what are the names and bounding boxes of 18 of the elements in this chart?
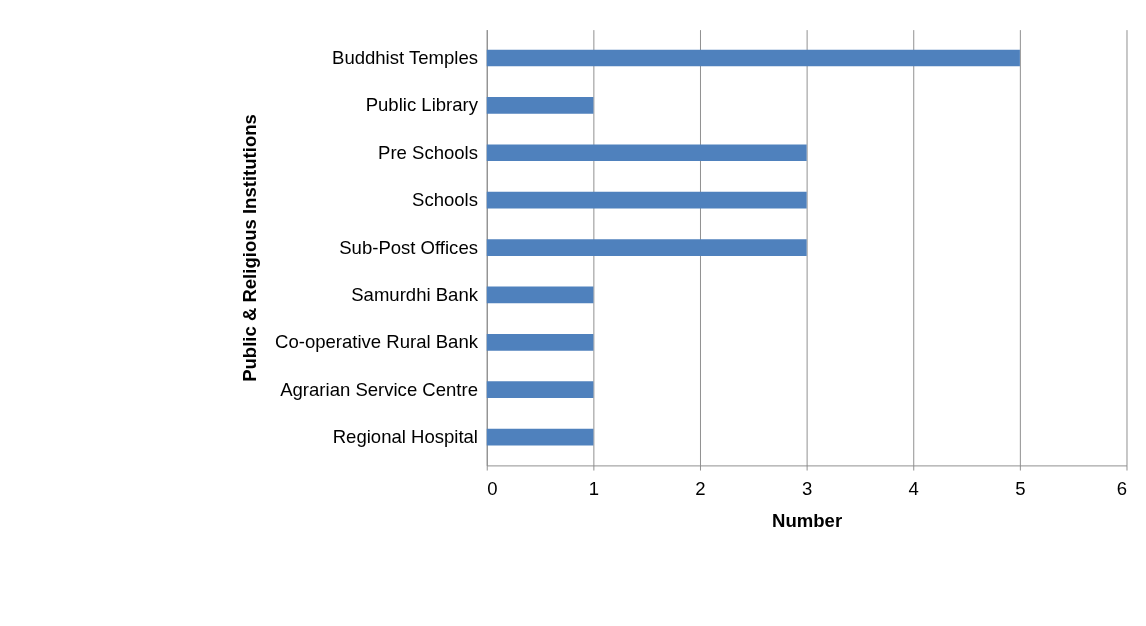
y-tick-label: Samurdhi Bank — [351, 283, 479, 305]
y-tick-label: Co-operative Rural Bank — [275, 331, 479, 353]
y-tick-label: Pre Schools — [378, 141, 478, 163]
y-tick-label: Sub-Post Offices — [339, 236, 478, 258]
y-tick-label: Agrarian Service Centre — [280, 378, 478, 400]
y-tick-label: Public Library — [365, 94, 479, 116]
x-tick-label: 4 — [908, 477, 919, 499]
y-axis-title: Public & Religious Institutions — [239, 114, 261, 382]
y-tick-label: Regional Hospital — [332, 426, 478, 448]
x-tick-label: 2 — [695, 477, 706, 499]
x-axis-title: Number — [772, 510, 843, 532]
x-tick-label: 0 — [487, 477, 498, 499]
x-tick-label: 3 — [801, 477, 813, 499]
x-tick-label: 6 — [1116, 477, 1127, 499]
x-tick-label: 5 — [1015, 477, 1026, 499]
x-tick-label: 1 — [588, 477, 600, 499]
y-tick-label: Buddhist Temples — [332, 47, 478, 69]
y-tick-label: Schools — [412, 189, 478, 211]
